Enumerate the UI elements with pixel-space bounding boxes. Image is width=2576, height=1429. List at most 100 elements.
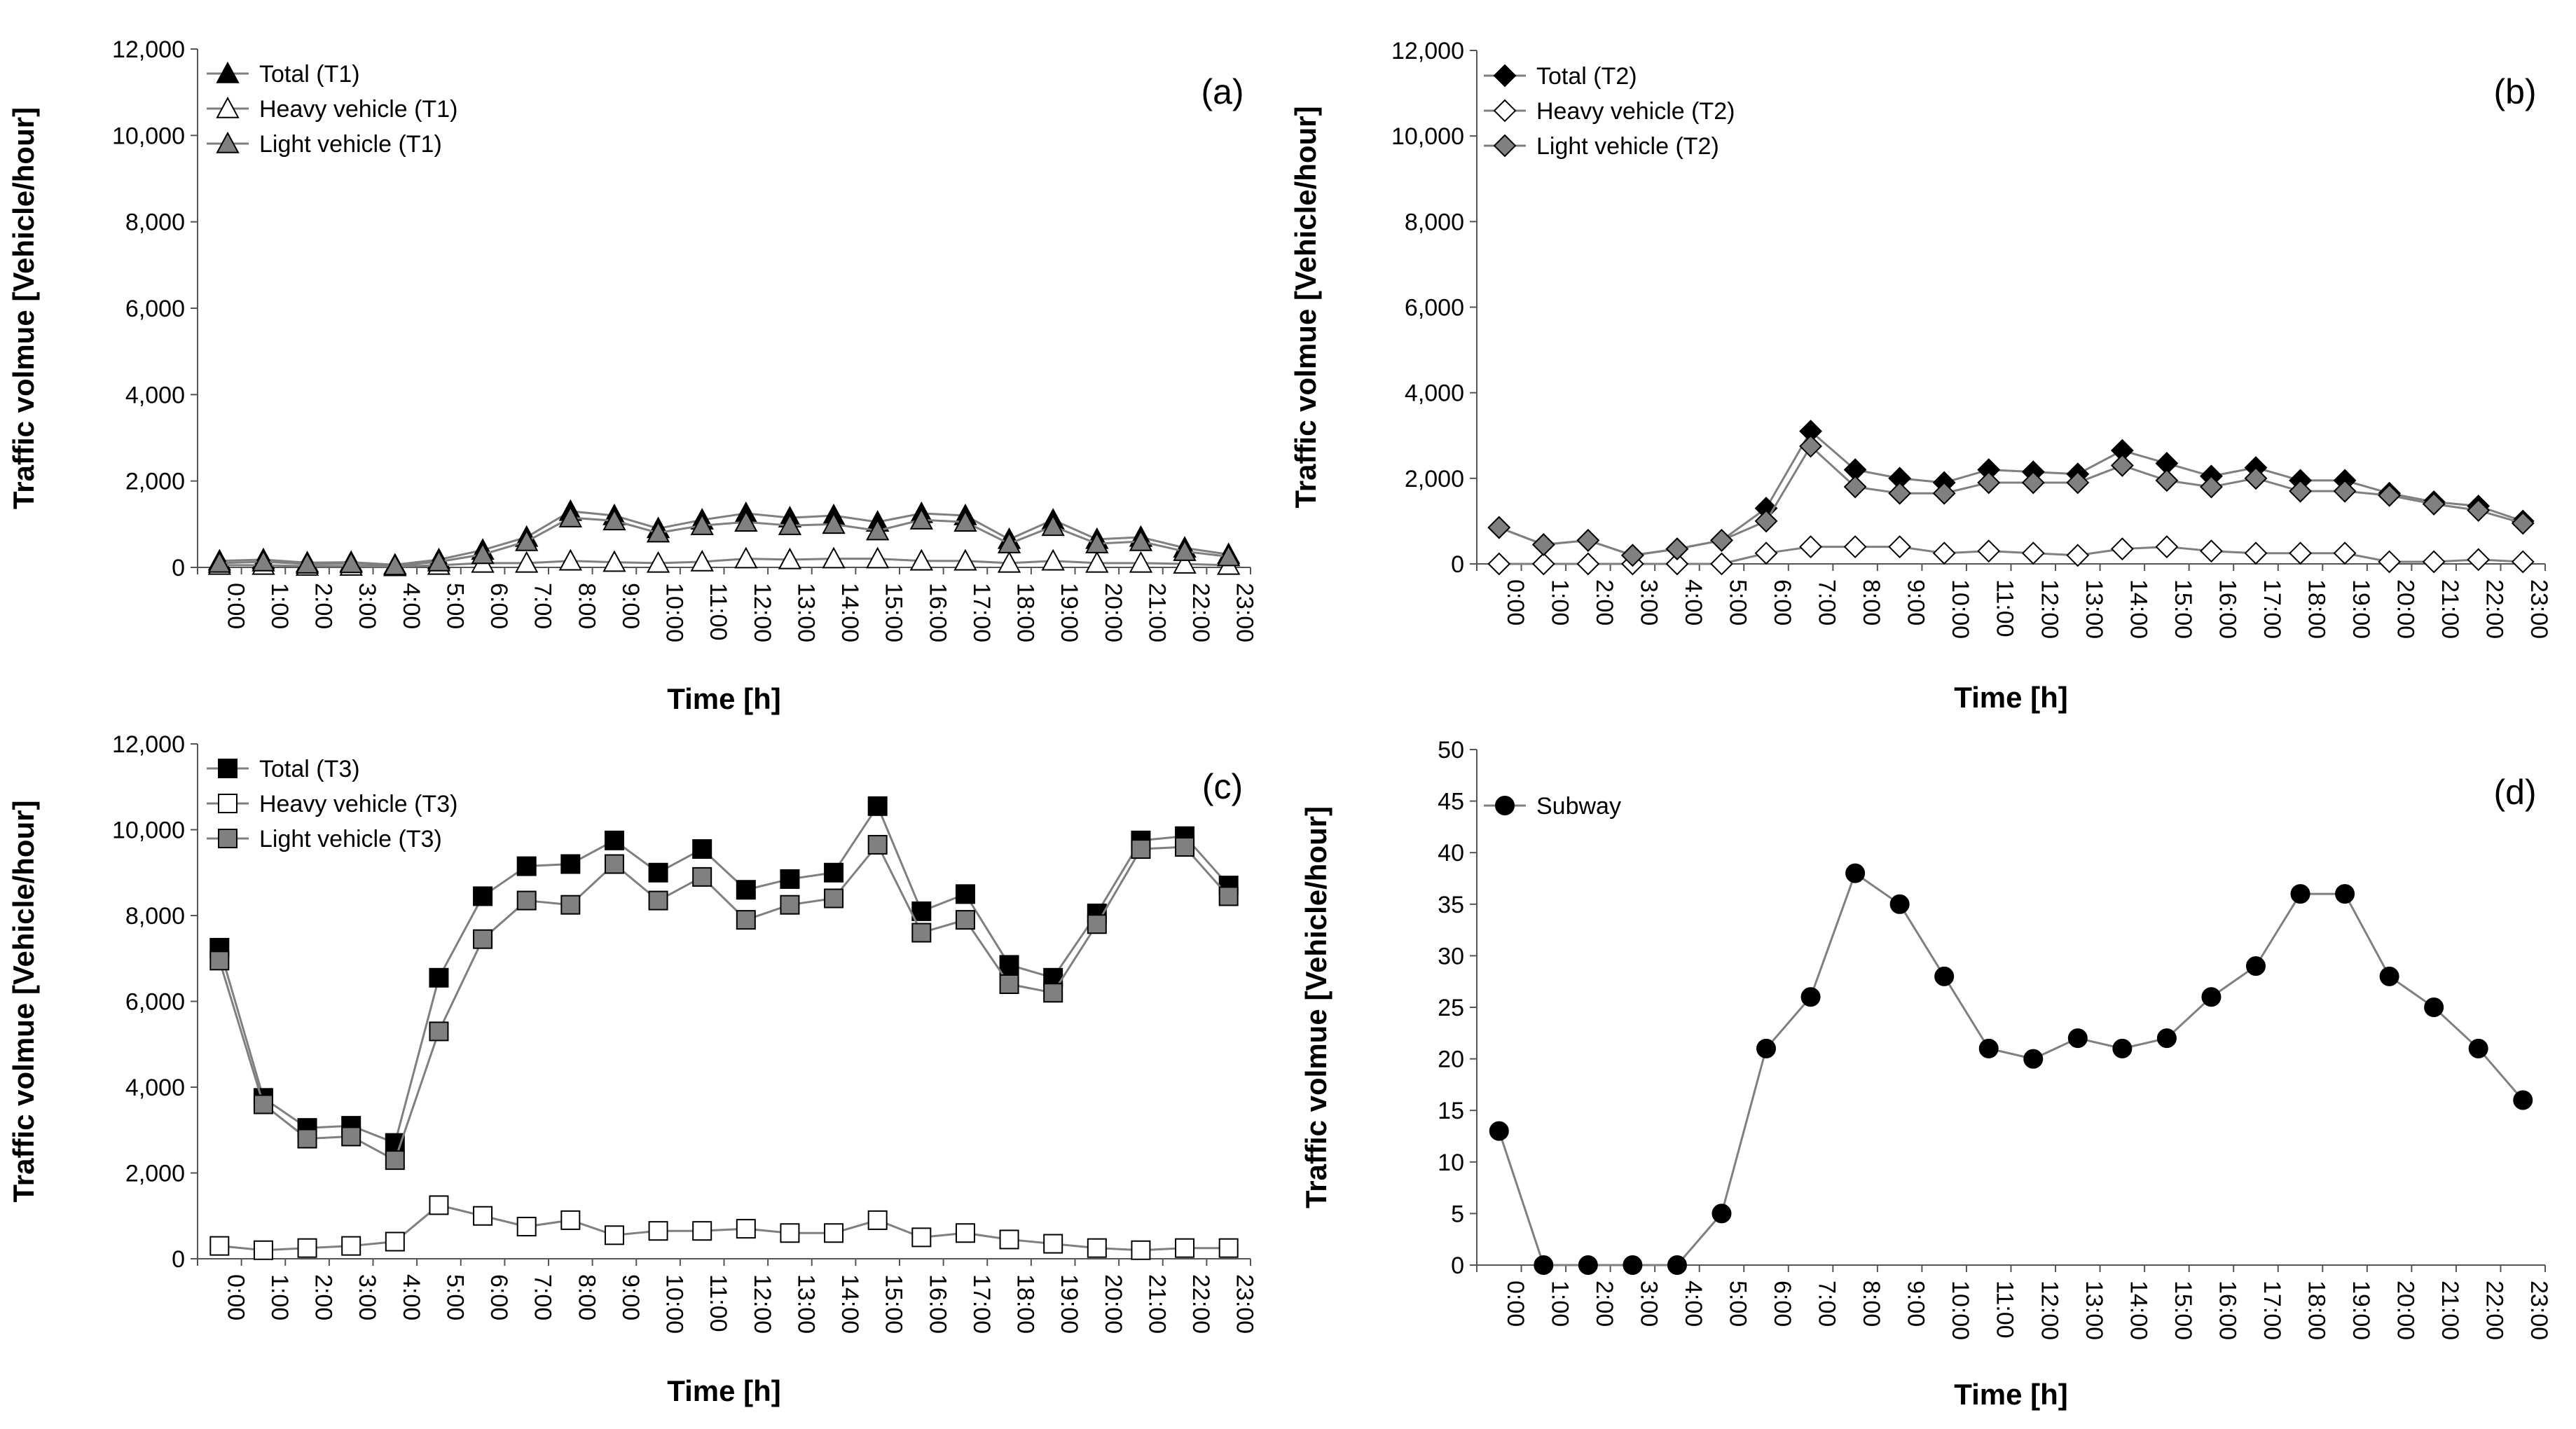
y-tick-label: 0 <box>172 1246 185 1273</box>
x-tick-label: 10:00 <box>1947 1280 1974 1340</box>
x-axis-title: Time [h] <box>667 1374 781 1407</box>
x-tick-label: 13:00 <box>2081 1280 2107 1340</box>
x-tick-label: 9:00 <box>1903 1280 1929 1327</box>
x-tick-label: 0:00 <box>1502 1280 1529 1327</box>
x-tick-label: 21:00 <box>2437 579 2463 639</box>
legend-marker <box>1493 134 1517 158</box>
data-point <box>1977 471 2001 495</box>
x-tick-label: 1:00 <box>266 583 293 629</box>
legend-label: Heavy vehicle (T2) <box>1536 98 1735 125</box>
data-point <box>209 1236 230 1256</box>
data-point <box>2511 511 2535 535</box>
x-tick-label: 12:00 <box>2036 1280 2062 1340</box>
data-point <box>473 886 493 906</box>
data-point <box>780 869 800 889</box>
data-point <box>822 546 846 569</box>
data-point <box>2112 1038 2133 1058</box>
data-point <box>648 862 668 883</box>
data-point <box>2244 467 2268 490</box>
data-point <box>1800 987 1821 1007</box>
x-tick-label: 3:00 <box>354 583 380 629</box>
data-point <box>2067 1028 2088 1049</box>
y-tick-label: 8,000 <box>1405 209 1464 235</box>
data-point <box>1085 551 1109 573</box>
data-point <box>2021 471 2045 495</box>
data-point <box>2379 966 2399 986</box>
x-tick-label: 19:00 <box>2348 579 2374 639</box>
data-point <box>207 551 231 573</box>
y-axis-title: Traffic volmue [Vehicle/hour] <box>1300 806 1332 1208</box>
data-point <box>692 867 712 887</box>
data-point <box>824 1223 844 1243</box>
data-point <box>690 513 714 535</box>
data-point <box>692 839 712 860</box>
data-point <box>2201 987 2222 1007</box>
y-tick-label: 8,000 <box>125 903 185 930</box>
data-point <box>1534 1255 1554 1275</box>
y-tick-label: 10,000 <box>112 123 185 149</box>
x-tick-label: 19:00 <box>1056 1274 1082 1334</box>
data-point <box>473 1206 493 1226</box>
data-point <box>2200 539 2223 563</box>
data-point <box>955 1223 975 1243</box>
legend-marker <box>216 61 240 83</box>
x-tick-label: 10:00 <box>661 1274 688 1334</box>
x-tick-label: 7:00 <box>530 583 556 629</box>
data-point <box>1754 509 1778 533</box>
data-point <box>2333 479 2357 503</box>
data-point <box>953 548 977 571</box>
data-point <box>604 830 624 850</box>
x-tick-label: 5:00 <box>1724 579 1751 626</box>
data-point <box>1487 552 1511 576</box>
data-point <box>2422 492 2446 516</box>
x-tick-label: 16:00 <box>2214 1280 2240 1340</box>
data-point <box>734 546 758 569</box>
data-point <box>2424 997 2444 1017</box>
x-tick-label: 22:00 <box>2481 579 2508 639</box>
y-tick-label: 0 <box>1451 1252 1464 1279</box>
data-point <box>646 520 670 543</box>
data-point <box>1531 533 1555 556</box>
y-tick-label: 12,000 <box>112 731 185 758</box>
y-tick-label: 4,000 <box>125 382 185 408</box>
data-point <box>1667 1255 1687 1275</box>
x-tick-label: 3:00 <box>1635 1280 1662 1327</box>
legend-marker <box>216 96 240 118</box>
x-axis-title: Time [h] <box>667 682 781 715</box>
data-point <box>1665 537 1689 561</box>
data-point <box>2335 884 2355 904</box>
y-tick-label: 50 <box>1438 737 1464 764</box>
data-point <box>824 862 844 883</box>
data-point <box>1934 966 1955 986</box>
x-tick-label: 20:00 <box>2392 579 2419 639</box>
x-tick-label: 11:00 <box>705 1274 731 1332</box>
data-point <box>2244 541 2268 565</box>
series-light-vehicle-t1 <box>207 505 1241 576</box>
data-point <box>1932 481 1956 505</box>
data-point <box>2155 469 2179 492</box>
data-point <box>2422 550 2446 574</box>
data-point <box>2023 1049 2044 1069</box>
x-tick-label: 6:00 <box>485 1274 512 1320</box>
x-tick-label: 9:00 <box>1903 579 1929 626</box>
y-tick-label: 2,000 <box>125 1161 185 1187</box>
data-point <box>1665 552 1689 576</box>
x-tick-label: 13:00 <box>792 583 819 642</box>
x-tick-label: 6:00 <box>485 583 512 629</box>
x-tick-label: 11:00 <box>1992 1280 2018 1339</box>
data-point <box>1843 475 1867 499</box>
data-point <box>780 895 800 915</box>
data-point <box>558 548 582 571</box>
data-point <box>1217 544 1241 567</box>
x-tick-label: 13:00 <box>792 1274 819 1334</box>
data-point <box>1043 983 1063 1003</box>
data-point <box>1087 914 1107 934</box>
x-tick-label: 5:00 <box>441 1274 468 1320</box>
x-tick-label: 20:00 <box>2392 1280 2419 1340</box>
data-point <box>648 890 668 911</box>
x-tick-label: 19:00 <box>1056 583 1082 642</box>
data-point <box>1623 1255 1643 1275</box>
x-tick-label: 14:00 <box>2125 1280 2151 1340</box>
data-point <box>560 1210 581 1230</box>
x-tick-label: 18:00 <box>1012 583 1039 642</box>
